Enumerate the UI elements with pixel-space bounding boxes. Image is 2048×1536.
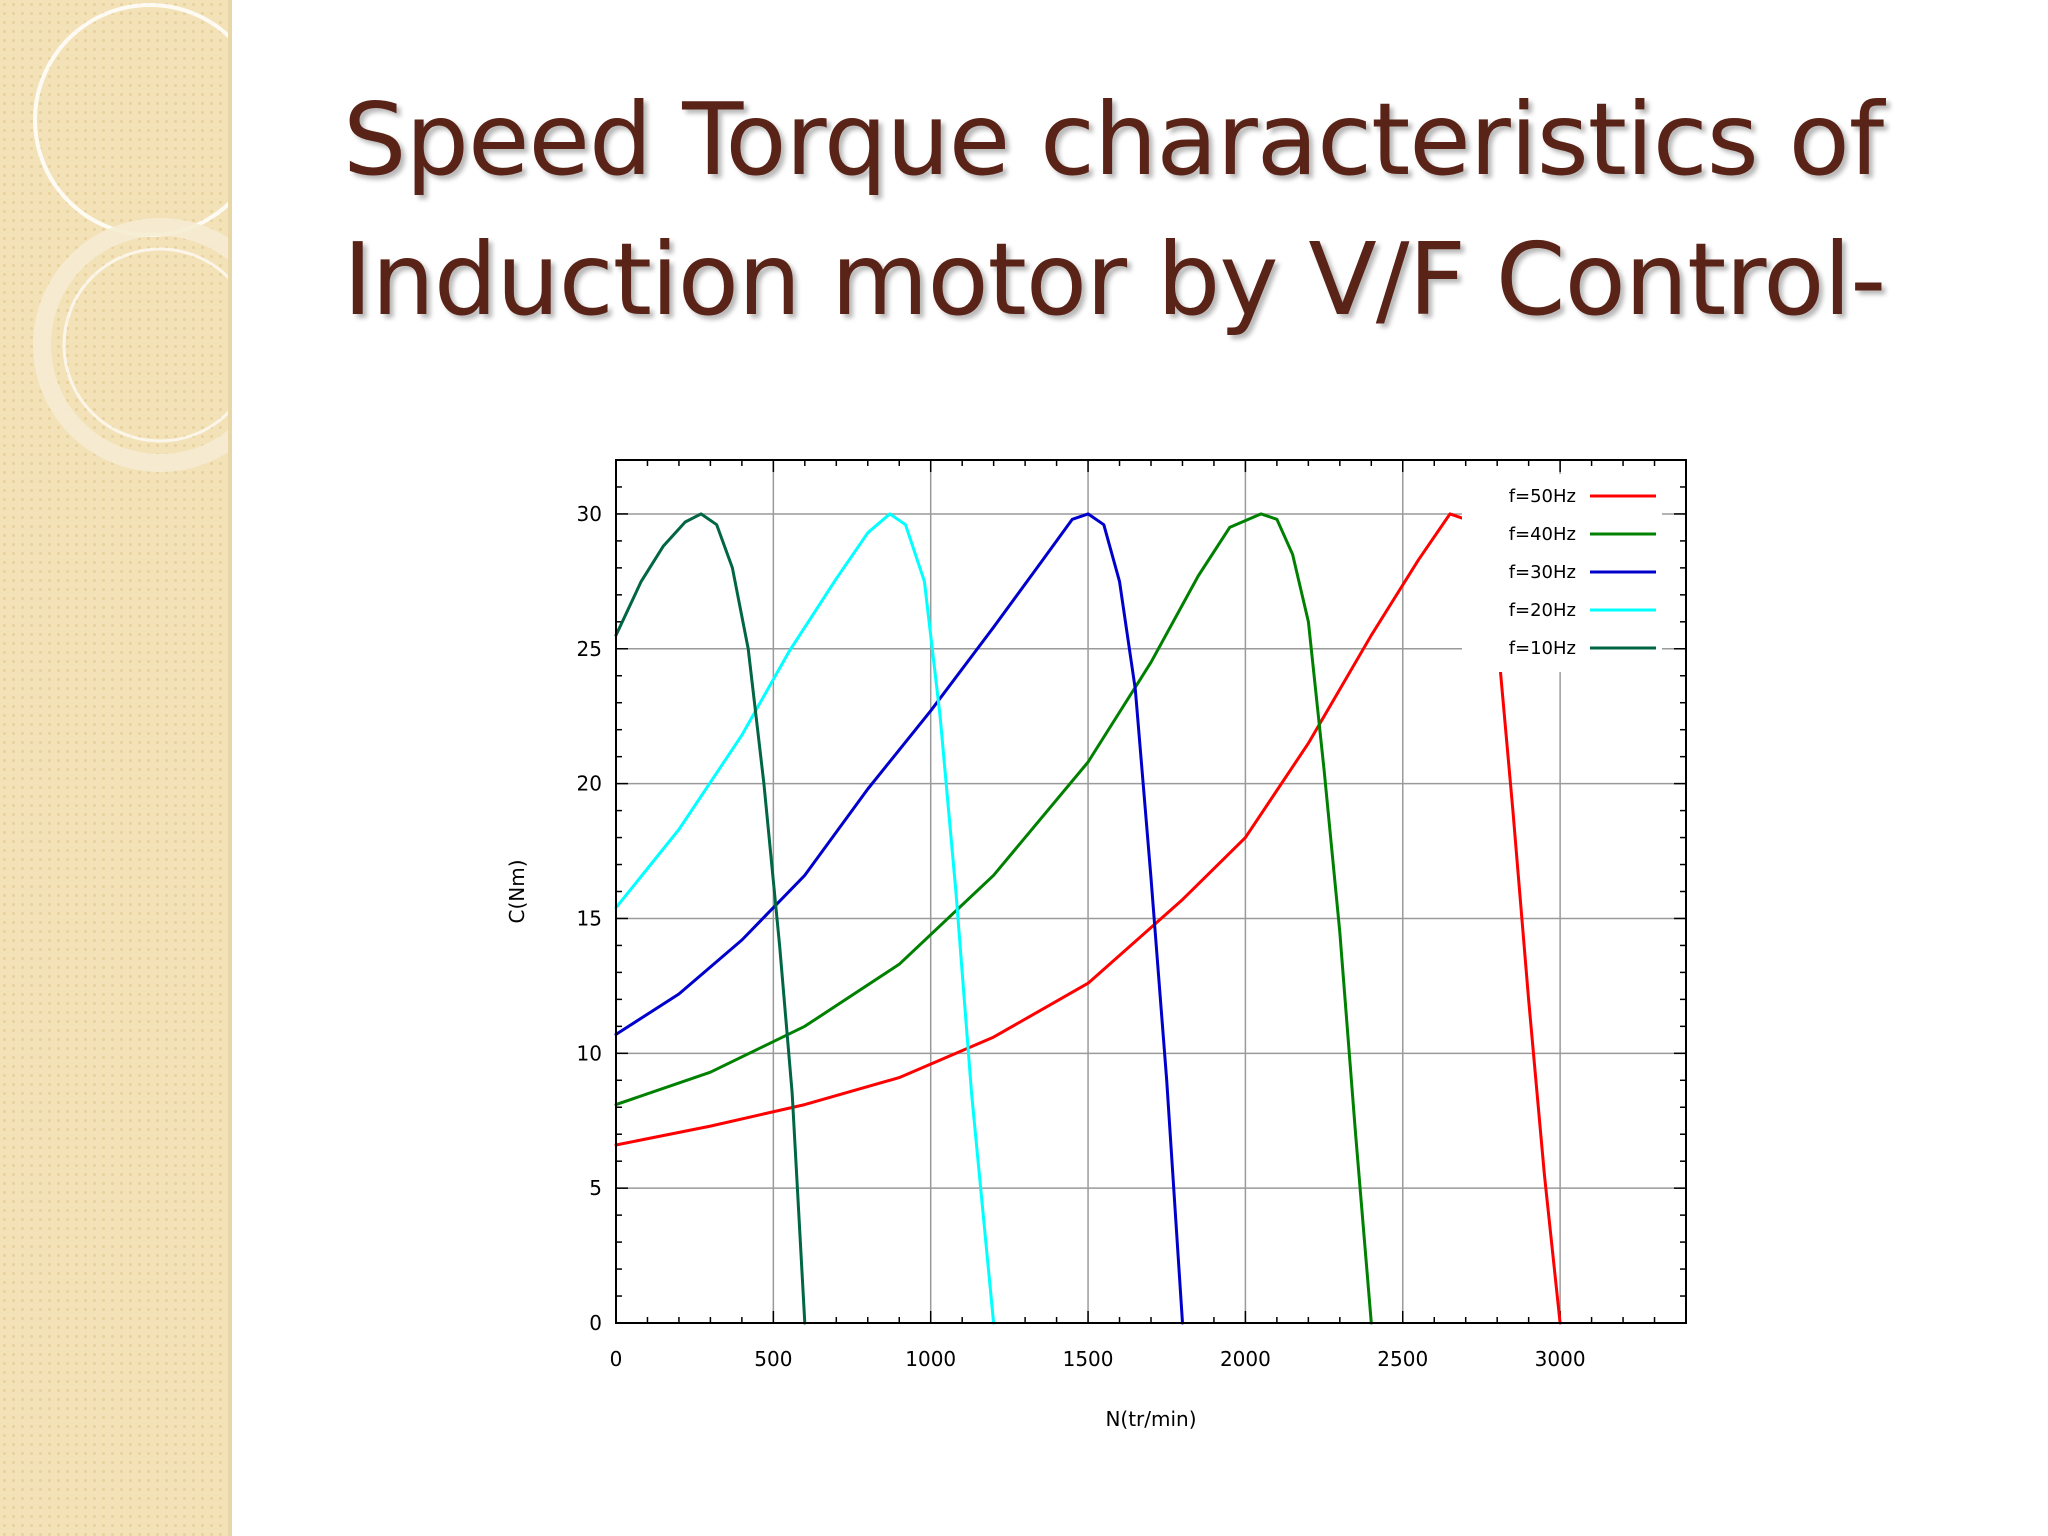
x-tick-label: 1500	[1063, 1347, 1114, 1371]
title-line-2: Induction motor by V/F Control-	[343, 221, 1886, 338]
legend-label: f=30Hz	[1509, 562, 1576, 583]
plot-frame	[615, 459, 1687, 1324]
y-tick-labels: 0 5 10 15 20 25 30	[577, 502, 602, 1335]
legend-label: f=50Hz	[1509, 486, 1576, 507]
legend-label: f=20Hz	[1509, 600, 1576, 621]
x-tick-labels: 0 500 1000 1500 2000 2500 3000	[610, 1347, 1586, 1371]
series-line-f-40hz	[614, 512, 1373, 1325]
y-tick-label: 15	[577, 906, 602, 930]
decorative-rings	[33, 3, 228, 472]
y-tick-label: 30	[577, 502, 602, 526]
series-line-f-20hz	[614, 512, 996, 1325]
series-line-f-10hz	[614, 512, 807, 1325]
y-axis-label: C(Nm)	[505, 859, 529, 923]
series-line-f-30hz	[614, 512, 1184, 1325]
sidebar-decoration	[0, 0, 232, 1536]
ring-large	[33, 3, 228, 237]
y-tick-label: 5	[589, 1176, 602, 1200]
legend-label: f=40Hz	[1509, 524, 1576, 545]
series-group	[614, 512, 1562, 1325]
y-tick-label: 20	[577, 772, 602, 796]
x-tick-label: 0	[610, 1347, 623, 1371]
y-tick-label: 25	[577, 637, 602, 661]
title-line-1: Speed Torque characteristics of	[343, 81, 1884, 198]
y-tick-label: 0	[589, 1311, 602, 1335]
legend-label: f=10Hz	[1509, 638, 1576, 659]
ring-thick	[33, 218, 228, 472]
series-line-f-50hz	[614, 512, 1562, 1325]
x-tick-label: 3000	[1535, 1347, 1586, 1371]
y-tick-label: 10	[577, 1041, 602, 1065]
legend: f=50Hz f=40Hz f=30Hz f=20Hz f=10Hz	[1462, 474, 1662, 672]
x-tick-label: 2000	[1220, 1347, 1271, 1371]
x-axis-label: N(tr/min)	[1105, 1407, 1196, 1431]
x-tick-label: 2500	[1377, 1347, 1428, 1371]
speed-torque-chart: 0 500 1000 1500 2000 2500 3000 0 5 10 15 20 25 30 N(…	[505, 459, 1687, 1431]
x-tick-label: 1000	[905, 1347, 956, 1371]
x-tick-label: 500	[754, 1347, 792, 1371]
slide-title: Speed Torque characteristics of Inductio…	[343, 70, 2003, 350]
ring-inner	[62, 247, 228, 443]
